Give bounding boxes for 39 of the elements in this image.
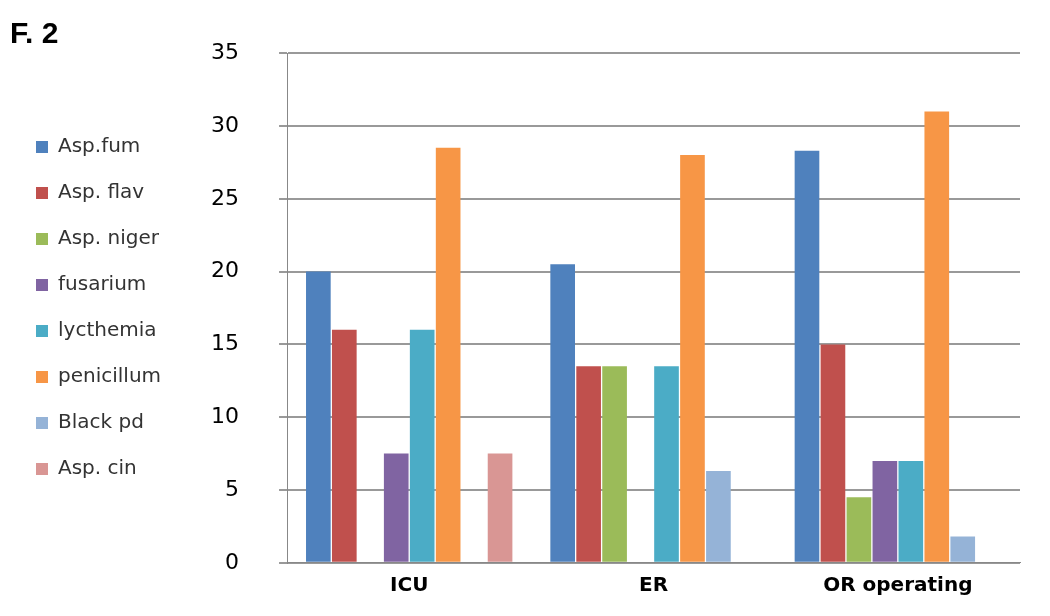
legend-label: Asp.fum <box>58 133 141 158</box>
x-tick-label: OR operating <box>823 572 973 596</box>
y-tick-label: 20 <box>211 257 240 283</box>
y-tick-label: 30 <box>211 111 240 137</box>
bar <box>794 150 820 562</box>
bar <box>435 147 461 562</box>
bar <box>872 460 898 562</box>
bar <box>924 111 950 562</box>
bar <box>680 155 705 562</box>
y-tick-label: 15 <box>211 330 240 356</box>
bar <box>331 329 357 562</box>
bar <box>898 460 924 562</box>
legend-label: Black pd <box>58 409 144 434</box>
y-tick-label: 0 <box>225 548 240 574</box>
legend-label: lycthemia <box>58 317 157 342</box>
bar <box>706 471 731 562</box>
legend-label: Asp. flav <box>58 179 145 204</box>
bar <box>602 366 627 562</box>
y-tick-label: 10 <box>211 402 240 428</box>
x-tick-label: ER <box>638 572 669 596</box>
y-tick-label: 25 <box>211 184 240 210</box>
bar <box>487 453 513 562</box>
y-tick-label: 35 <box>211 38 240 64</box>
bar <box>950 536 976 562</box>
legend-label: Asp. cin <box>58 455 137 480</box>
bar <box>846 497 872 562</box>
legend-label: fusarium <box>58 271 147 296</box>
bar <box>550 264 575 562</box>
bar <box>820 344 846 562</box>
legend-label: Asp. niger <box>58 225 160 250</box>
bar <box>654 366 679 562</box>
bar <box>409 329 435 562</box>
text: F. 2 <box>10 16 59 50</box>
bar <box>383 453 409 562</box>
x-tick-label: ICU <box>390 572 429 596</box>
bar <box>306 271 331 562</box>
y-tick-label: 5 <box>225 475 240 501</box>
bar <box>576 366 601 562</box>
legend-label: penicillum <box>58 363 162 388</box>
